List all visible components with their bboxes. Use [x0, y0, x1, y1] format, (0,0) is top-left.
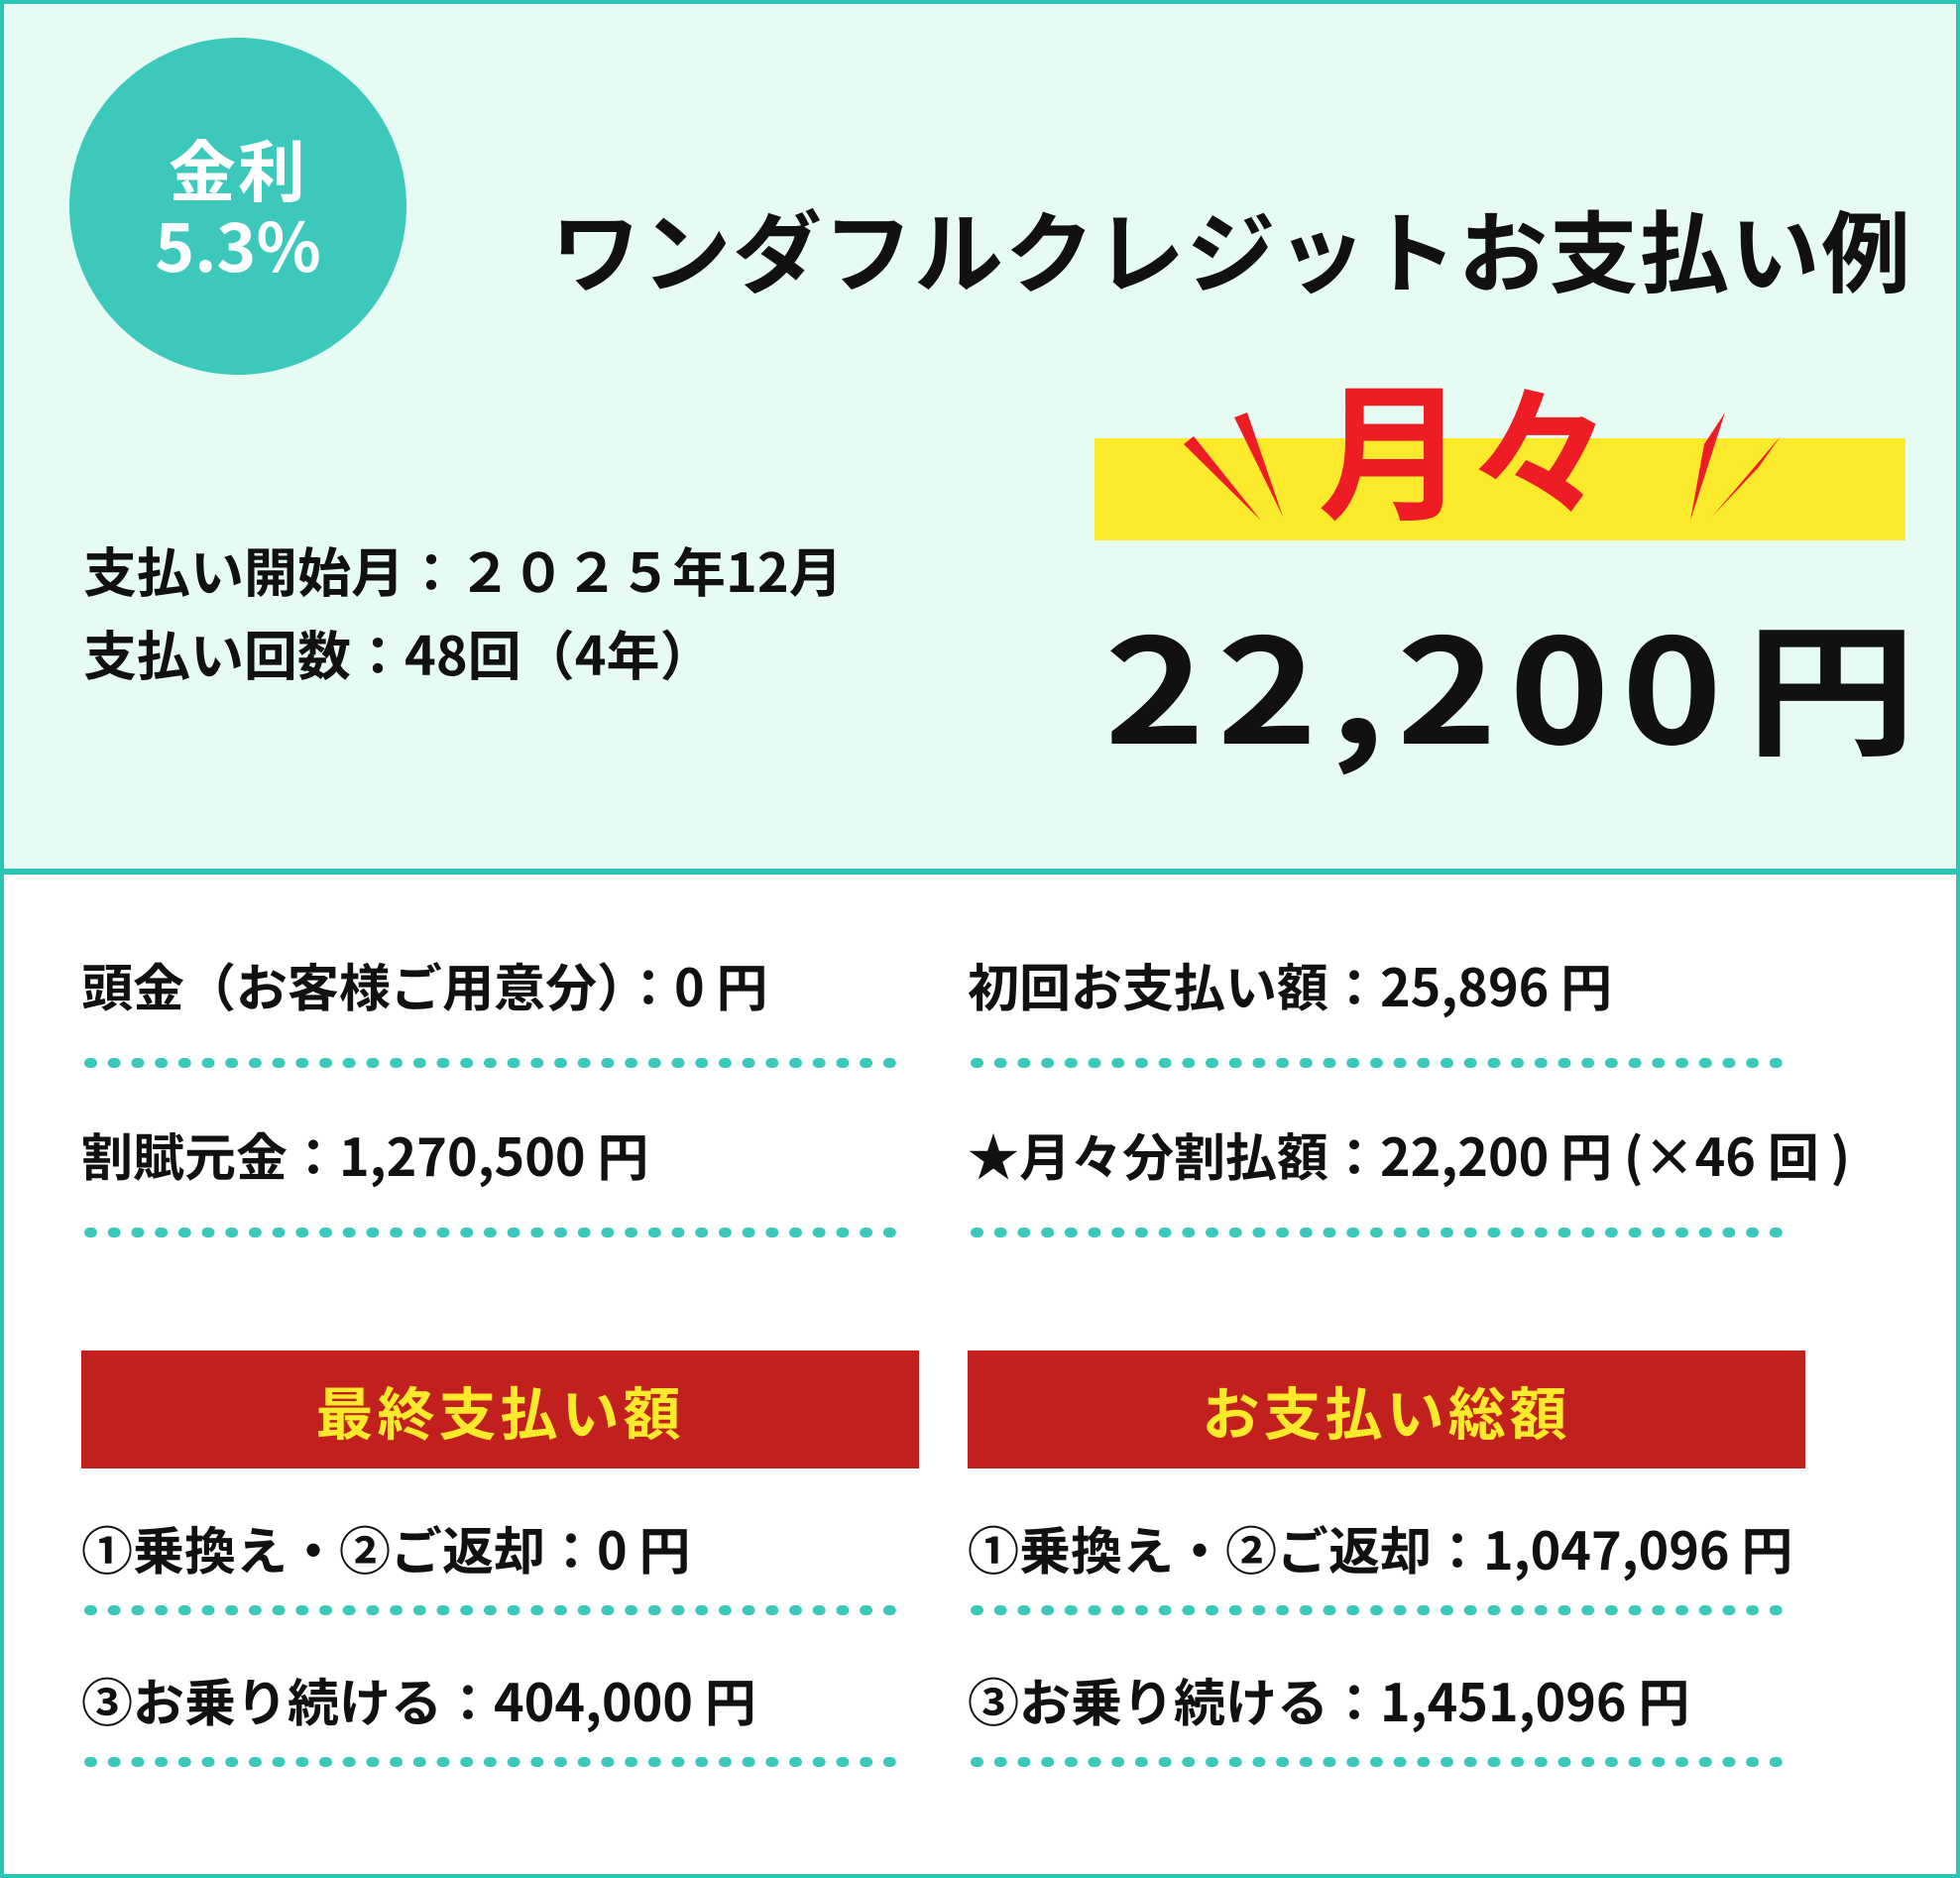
- svg-text:月々: 月々: [1318, 336, 1615, 551]
